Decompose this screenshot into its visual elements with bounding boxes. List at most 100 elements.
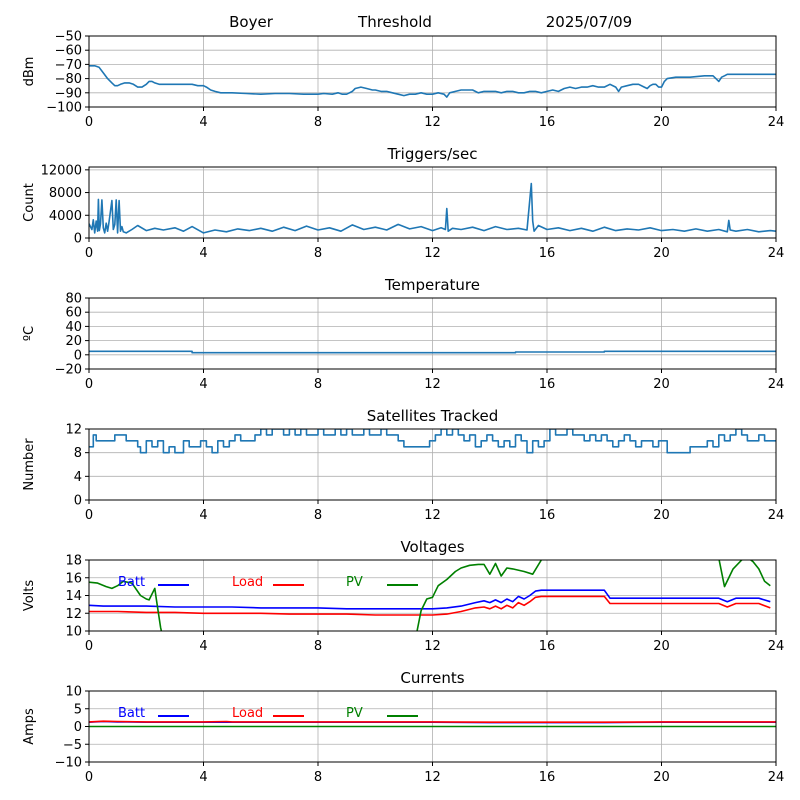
x-tick-label: 24 (768, 246, 785, 261)
x-tick-label: 4 (199, 246, 207, 261)
y-tick-label: 0 (74, 232, 82, 247)
x-tick-label: 20 (653, 639, 670, 654)
x-tick-label: 20 (653, 770, 670, 785)
y-tick-label: −60 (55, 44, 82, 59)
y-tick-label: −5 (63, 738, 82, 753)
station-name: Boyer (229, 13, 274, 31)
y-axis-label: Number (22, 438, 37, 491)
y-tick-label: 8 (74, 446, 82, 461)
y-tick-label: 18 (65, 554, 82, 569)
x-tick-label: 4 (199, 508, 207, 523)
legend-label-batt: Batt (118, 575, 145, 590)
y-axis-label: Volts (22, 580, 37, 612)
y-tick-label: 0 (74, 720, 82, 735)
y-axis-label: ºC (22, 326, 37, 341)
legend-label-load: Load (232, 706, 263, 721)
series-group (89, 65, 776, 98)
y-tick-label: 16 (65, 571, 82, 586)
panel-title: Temperature (384, 276, 480, 294)
y-tick-label: 60 (65, 306, 82, 321)
legend-label-batt: Batt (118, 706, 145, 721)
x-tick-label: 24 (768, 115, 785, 130)
panel-triggers: 0 4 8 12 16 20 24 0 4000 8000 12000 Triggers/sec Cou… (22, 145, 784, 261)
x-tick-label: 16 (539, 770, 556, 785)
x-tick-label: 8 (314, 246, 322, 261)
x-tick-label: 24 (768, 639, 785, 654)
panel-voltages: 0 4 8 12 16 20 24 10 12 14 16 18 Voltages Volts Batt Lo… (22, 538, 784, 654)
x-tick-label: 16 (539, 246, 556, 261)
x-tick-label: 20 (653, 115, 670, 130)
x-tick-label: 0 (85, 508, 93, 523)
x-tick-label: 12 (424, 246, 441, 261)
y-tick-label: −20 (55, 363, 82, 378)
panel-title: Triggers/sec (387, 145, 478, 163)
y-tick-label: 4000 (49, 209, 82, 224)
report-date: 2025/07/09 (546, 13, 632, 31)
x-tick-label: 8 (314, 770, 322, 785)
y-tick-label: −50 (55, 30, 82, 45)
threshold-title: Threshold (357, 13, 432, 31)
y-tick-label: 40 (65, 320, 82, 335)
panel-title: Currents (400, 669, 464, 687)
x-tick-label: 0 (85, 770, 93, 785)
series-line-satellites (89, 429, 776, 454)
x-tick-label: 4 (199, 639, 207, 654)
series-line-triggers (89, 182, 776, 234)
y-tick-label: 12 (65, 423, 82, 438)
x-tick-label: 12 (424, 639, 441, 654)
y-tick-label: 4 (74, 470, 82, 485)
x-tick-label: 16 (539, 377, 556, 392)
x-tick-label: 24 (768, 770, 785, 785)
x-tick-label: 0 (85, 377, 93, 392)
y-tick-label: 10 (65, 685, 82, 700)
y-tick-label: 5 (74, 702, 82, 717)
series-group (89, 182, 776, 234)
x-tick-label: 12 (424, 377, 441, 392)
y-axis-label: Count (22, 183, 37, 222)
series-line-batt (89, 589, 771, 610)
series-line-pv (89, 560, 771, 631)
x-tick-label: 0 (85, 115, 93, 130)
y-axis-label: Amps (22, 708, 37, 745)
legend-label-pv: PV (346, 575, 363, 590)
panel-title: Satellites Tracked (367, 407, 498, 425)
y-tick-label: 10 (65, 625, 82, 640)
x-tick-label: 20 (653, 508, 670, 523)
series-group (89, 350, 776, 354)
x-tick-label: 20 (653, 377, 670, 392)
y-tick-label: 8000 (49, 186, 82, 201)
series-line-load (89, 720, 776, 724)
panel-title: Voltages (400, 538, 464, 556)
x-tick-label: 8 (314, 639, 322, 654)
legend-label-pv: PV (346, 706, 363, 721)
series-line-threshold (89, 65, 776, 98)
x-tick-label: 8 (314, 377, 322, 392)
x-tick-label: 4 (199, 377, 207, 392)
x-tick-label: 24 (768, 377, 785, 392)
legend-label-load: Load (232, 575, 263, 590)
x-tick-label: 0 (85, 639, 93, 654)
y-tick-label: 14 (65, 589, 82, 604)
series-line-load (89, 595, 771, 616)
x-tick-label: 12 (424, 115, 441, 130)
y-tick-label: 20 (65, 334, 82, 349)
x-tick-label: 8 (314, 508, 322, 523)
x-tick-label: 16 (539, 115, 556, 130)
panel-satellites: 0 4 8 12 16 20 24 0 4 8 12 Satellites Tracked Number (22, 407, 784, 523)
y-tick-label: 12 (65, 607, 82, 622)
y-tick-label: 12000 (41, 163, 82, 178)
panel-currents: 0 4 8 12 16 20 24 −10 −5 0 5 10 Currents Amps Batt Load… (22, 669, 784, 785)
y-tick-label: −10 (55, 756, 82, 771)
x-tick-label: 12 (424, 508, 441, 523)
y-axis-label: dBm (22, 57, 37, 87)
x-tick-label: 8 (314, 115, 322, 130)
x-tick-label: 0 (85, 246, 93, 261)
y-tick-label: −100 (46, 101, 82, 116)
x-tick-label: 12 (424, 770, 441, 785)
series-group (89, 720, 776, 728)
y-tick-label: −70 (55, 58, 82, 73)
